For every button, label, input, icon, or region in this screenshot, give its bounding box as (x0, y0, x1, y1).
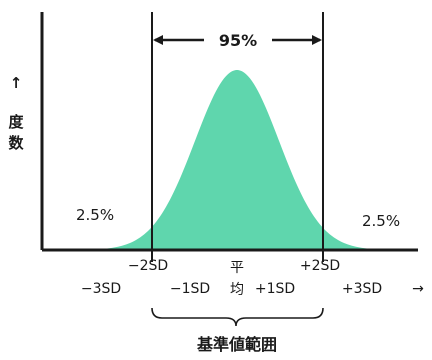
x-axis-arrow-icon: → (412, 281, 424, 297)
plus-3sd-label: +3SD (342, 281, 382, 297)
y-axis-label-char-2: 数 (8, 134, 24, 152)
tail-left-label: 2.5% (76, 206, 114, 224)
distribution-curve-fill (42, 70, 418, 250)
tail-right-label: 2.5% (362, 212, 400, 230)
interval-label: 95% (219, 31, 257, 50)
range-brace (151, 307, 324, 327)
mean-label-upper: 平 (230, 260, 244, 276)
y-axis-arrow-icon: ↑ (10, 74, 23, 92)
plus-1sd-label: +1SD (255, 281, 295, 297)
mean-label-lower: 均 (230, 282, 244, 298)
minus-2sd-label: −2SD (128, 258, 168, 274)
reference-range-caption: 基準値範囲 (196, 335, 277, 354)
minus-1sd-label: −1SD (170, 281, 210, 297)
minus-3sd-label: −3SD (81, 281, 121, 297)
plus-2sd-label: +2SD (300, 258, 340, 274)
y-axis-label-char-1: 度 (8, 113, 24, 131)
